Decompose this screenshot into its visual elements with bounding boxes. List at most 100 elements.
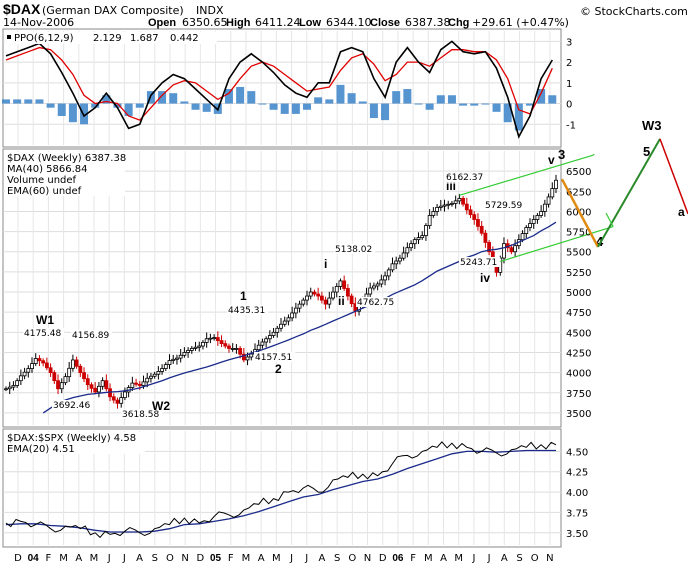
- open-value: 6350.65: [182, 16, 228, 29]
- price-bar-body: [301, 299, 306, 305]
- ratio-ytick-label: 4.00: [566, 488, 588, 499]
- price-bar-body: [33, 358, 38, 364]
- x-tick-label: F: [228, 553, 234, 564]
- x-tick-label: M: [242, 553, 251, 564]
- price-bar-body: [427, 215, 432, 226]
- x-tick-label: A: [136, 553, 143, 564]
- price-bar-body: [26, 368, 31, 373]
- x-tick-label: J: [122, 553, 126, 564]
- price-bar-body: [230, 348, 235, 350]
- x-tick-label: M: [59, 553, 68, 564]
- ppo-histogram-bar: [548, 95, 557, 104]
- ppo-histogram-bar: [169, 93, 178, 104]
- price-bar-body: [111, 396, 116, 401]
- price-ytick-label: 5250: [566, 268, 591, 279]
- x-tick-label: 04: [28, 553, 40, 564]
- ppo-histogram-bar: [202, 103, 211, 112]
- price-ytick-label: 4250: [566, 348, 591, 359]
- ratio-ema-line: [5, 449, 556, 533]
- price-bar-body: [342, 280, 347, 289]
- price-bar-body: [241, 353, 246, 361]
- price-bar-body: [182, 352, 187, 356]
- high-label: High: [226, 17, 251, 29]
- price-ytick-label: 6250: [566, 187, 591, 198]
- ratio-ytick-label: 4.50: [566, 447, 588, 458]
- x-tick-label: N: [181, 553, 188, 564]
- x-tick-label: J: [289, 553, 293, 564]
- ppo-histogram-bar: [381, 103, 390, 121]
- price-bar-body: [197, 345, 202, 348]
- price-legend: $DAX (Weekly) 6387.38 MA(40) 5866.84 Vol…: [5, 152, 126, 197]
- wave-label: W2: [152, 399, 170, 413]
- price-bar-body: [74, 359, 79, 367]
- ppo-histogram-bar: [135, 103, 144, 108]
- price-ytick-label: 5000: [566, 288, 591, 299]
- price-bar-body: [189, 348, 194, 351]
- price-bar-body: [438, 205, 443, 208]
- price-bar-body: [457, 197, 462, 202]
- price-bar-body: [279, 323, 283, 329]
- price-label: 4175.48: [24, 329, 61, 339]
- x-tick-label: A: [75, 553, 82, 564]
- ratio-legend-main: $DAX:$SPX (Weekly) 4.58: [7, 433, 136, 444]
- price-bar-body: [386, 269, 391, 277]
- open-label: Open: [148, 17, 176, 29]
- price-bar-body: [4, 388, 8, 391]
- symbol: $DAX: [3, 1, 41, 17]
- wave-label: a: [678, 205, 685, 219]
- ppo-histogram-bar: [46, 103, 55, 108]
- ppo-histogram-bar: [13, 99, 22, 104]
- price-bar-body: [186, 350, 190, 353]
- wave-label: iv: [480, 271, 490, 285]
- price-bar-body: [89, 384, 94, 389]
- ratio-layer: [5, 441, 557, 539]
- ppo-histogram-bar: [414, 103, 423, 105]
- price-bar-body: [175, 357, 179, 360]
- price-bar-body: [446, 203, 451, 206]
- close-value: 6387.38: [405, 16, 451, 29]
- ppo-histogram-bar: [537, 89, 546, 104]
- price-bar-body: [208, 337, 213, 340]
- x-tick-label: N: [364, 553, 371, 564]
- ppo-legend: PPO(6,12,9) 2.129 1.687 0.442: [5, 32, 217, 44]
- price-bar-body: [472, 214, 477, 220]
- price-label: 5243.71: [460, 258, 497, 268]
- low-label: Low: [299, 17, 321, 29]
- ppo-histogram-bar: [102, 95, 111, 104]
- ppo-legend-label: PPO(6,12,9): [14, 33, 74, 44]
- ppo-histogram-bar: [425, 103, 434, 110]
- price-bar-body: [119, 397, 124, 404]
- ppo-histogram-bar: [180, 101, 189, 104]
- ppo-histogram-bar: [247, 91, 256, 104]
- ppo-histogram-bar: [459, 103, 468, 106]
- ppo-histogram-bar: [325, 99, 334, 104]
- price-bar-body: [293, 307, 298, 314]
- price-bar-body: [163, 364, 168, 369]
- price-bar-body: [416, 237, 421, 241]
- price-bar-body: [123, 391, 127, 399]
- price-bar-body: [282, 320, 287, 325]
- price-bar-body: [260, 341, 265, 346]
- low-value: 6344.10: [326, 16, 372, 29]
- price-bar-body: [160, 368, 164, 372]
- x-tick-label: M: [272, 553, 281, 564]
- price-layer: [4, 154, 614, 414]
- price-bar-body: [18, 375, 23, 382]
- price-ytick-label: 6500: [566, 167, 591, 178]
- x-tick-label: O: [348, 553, 356, 564]
- price-bar-body: [546, 196, 551, 205]
- price-bar-body: [227, 345, 231, 349]
- ppo-histogram-bar: [392, 91, 401, 104]
- price-bar-body: [401, 252, 406, 259]
- price-bar-body: [453, 200, 458, 204]
- ppo-histogram-bar: [91, 103, 100, 108]
- price-bar-body: [149, 375, 153, 379]
- ratio-ytick-label: 3.75: [566, 508, 588, 519]
- price-label-bg: [445, 172, 487, 182]
- ppo-ytick-label: -1: [566, 120, 576, 131]
- price-bar-body: [134, 382, 138, 385]
- price-bar-body: [275, 327, 280, 333]
- ppo-histogram-bar: [224, 89, 233, 104]
- chg-value: +29.61 (+0.47%): [472, 16, 569, 29]
